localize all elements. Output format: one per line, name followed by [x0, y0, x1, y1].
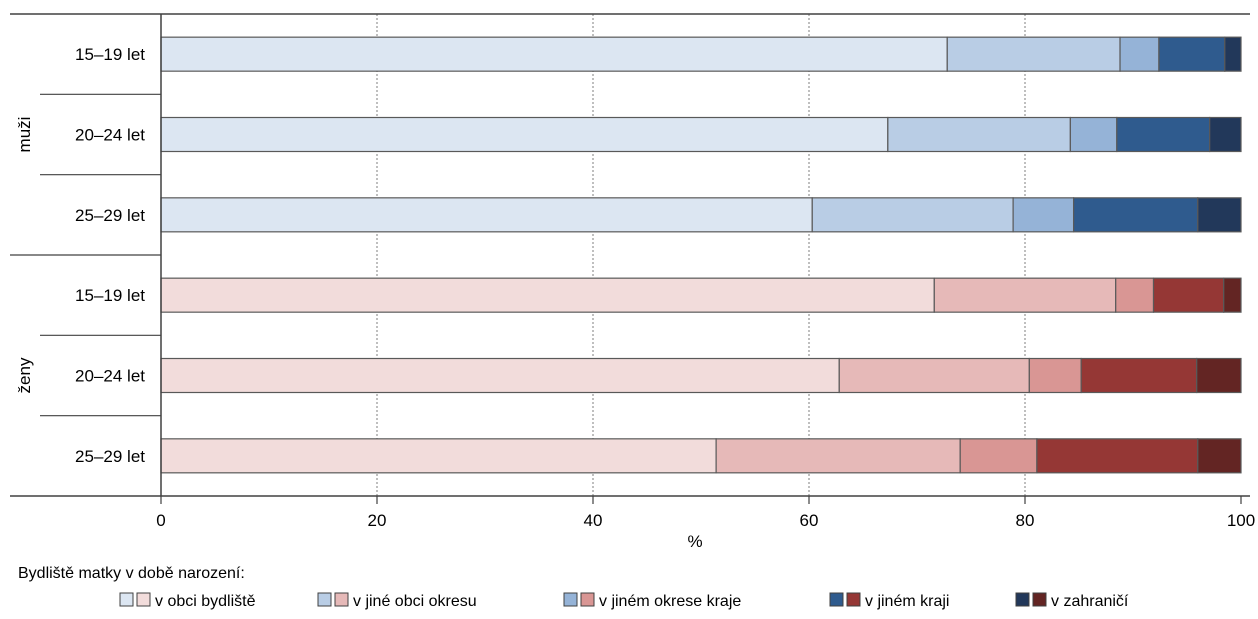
bar-segment	[1069, 116, 1118, 153]
legend-swatch	[563, 592, 578, 607]
bar-segment	[1115, 277, 1155, 313]
bar-segment	[933, 277, 1117, 313]
x-axis-label: %	[687, 532, 702, 551]
bar-segment	[160, 197, 813, 233]
bar-segment	[887, 116, 1071, 153]
x-tick-label: 80	[1016, 511, 1035, 530]
bar-segment	[1119, 36, 1160, 72]
bar-segment	[959, 438, 1038, 474]
bar-segment	[1197, 438, 1242, 474]
x-tick-label: 40	[584, 511, 603, 530]
x-tick-labels: 0 20 40 60 80 100	[156, 496, 1255, 530]
legend-label: v jiné obci okresu	[353, 593, 477, 610]
legend-swatch	[1032, 592, 1047, 607]
legend-swatch	[1015, 592, 1030, 607]
gridlines	[376, 14, 1026, 496]
category-label: 25–29 let	[75, 206, 145, 225]
bar-segment	[1072, 197, 1199, 233]
legend-label: v jiném kraji	[865, 593, 949, 610]
legend-swatch	[580, 592, 595, 607]
x-tick-label: 100	[1227, 511, 1255, 530]
legend-swatch	[846, 592, 861, 607]
legend-label: v zahraničí	[1051, 593, 1129, 610]
bar-segment	[1012, 197, 1075, 233]
bar-segment	[1116, 116, 1211, 153]
x-tick-label: 0	[156, 511, 165, 530]
bar-segment	[811, 197, 1014, 233]
legend-label: v obci bydliště	[155, 593, 256, 610]
category-label: 20–24 let	[75, 367, 145, 386]
group-label: muži	[15, 117, 34, 153]
bar-segment	[946, 36, 1121, 72]
legend-swatch	[334, 592, 349, 607]
bar-segment	[1152, 277, 1225, 313]
bar-segment	[1028, 357, 1082, 394]
legend-swatch	[829, 592, 844, 607]
bar-segment	[1224, 36, 1242, 72]
x-tick-label: 20	[368, 511, 387, 530]
bar-segment	[160, 277, 935, 313]
bar-segment	[1080, 357, 1198, 394]
bar-segment	[838, 357, 1030, 394]
bar-segment	[1223, 277, 1242, 313]
bar-segment	[715, 438, 961, 474]
bar-segment	[160, 36, 948, 72]
bar-segment	[160, 438, 717, 474]
category-label: 15–19 let	[75, 286, 145, 305]
group-label: ženy	[15, 357, 34, 393]
axes	[10, 13, 1250, 497]
bar-segment	[160, 116, 889, 153]
bar-segment	[1196, 357, 1242, 394]
category-label: 25–29 let	[75, 447, 145, 466]
bar-segment	[1209, 116, 1242, 153]
legend-swatch	[119, 592, 134, 607]
legend-label: v jiném okrese kraje	[599, 593, 741, 610]
category-labels: 15–19 let 20–24 let 25–29 let 15–19 let 20–2…	[15, 45, 145, 466]
legend-title: Bydliště matky v době narození:	[18, 565, 245, 582]
bar-segment	[160, 357, 840, 394]
legend: v obci bydliště v jiné obci okresu v jiném…	[119, 592, 1129, 610]
bars	[160, 36, 1242, 474]
category-label: 20–24 let	[75, 126, 145, 145]
category-label: 15–19 let	[75, 45, 145, 64]
bar-segment	[1158, 36, 1226, 72]
bar-segment	[1036, 438, 1199, 474]
legend-swatch	[317, 592, 332, 607]
legend-swatch	[136, 592, 151, 607]
x-tick-label: 60	[800, 511, 819, 530]
bar-segment	[1197, 197, 1242, 233]
